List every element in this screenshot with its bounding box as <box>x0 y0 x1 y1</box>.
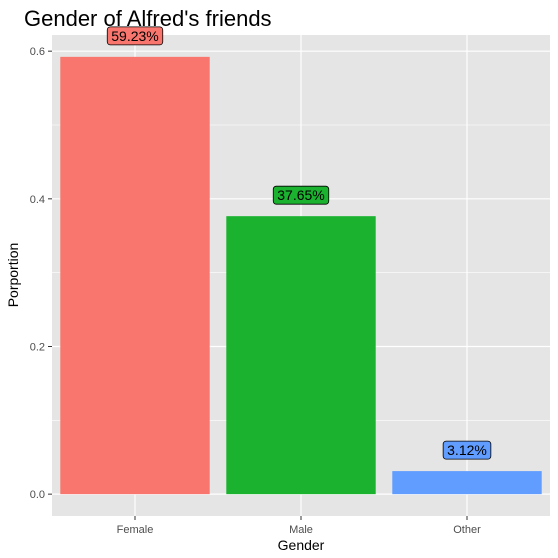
y-axis-title: Porportion <box>5 243 21 308</box>
x-tick-label: Male <box>289 524 313 536</box>
data-label-other: 3.12% <box>442 440 492 460</box>
x-tick-label: Other <box>453 524 481 536</box>
data-label-box <box>272 185 330 205</box>
y-tick-label: 0.0 <box>30 489 45 501</box>
bar-male <box>226 216 376 495</box>
data-label-box <box>442 440 492 460</box>
data-label-text: 3.12% <box>447 442 487 458</box>
bar-female <box>60 56 210 495</box>
y-axis: 0.0 0.2 0.4 0.6 <box>30 46 52 501</box>
data-label-text: 59.23% <box>111 28 158 44</box>
y-tick-label: 0.6 <box>30 46 45 58</box>
x-tick-label: Female <box>117 524 154 536</box>
data-label-text: 37.65% <box>277 187 324 203</box>
bar-other <box>392 471 542 495</box>
y-tick-label: 0.4 <box>30 194 45 206</box>
data-label-box <box>106 26 164 46</box>
y-tick-label: 0.2 <box>30 341 45 353</box>
data-label-female: 59.23% <box>106 26 164 46</box>
data-label-male: 37.65% <box>272 185 330 205</box>
data-labels: 59.23% 37.65% 3.12% <box>106 26 492 460</box>
x-axis: Female Male Other <box>117 516 481 536</box>
bars <box>60 56 542 495</box>
x-axis-title: Gender <box>278 537 325 553</box>
